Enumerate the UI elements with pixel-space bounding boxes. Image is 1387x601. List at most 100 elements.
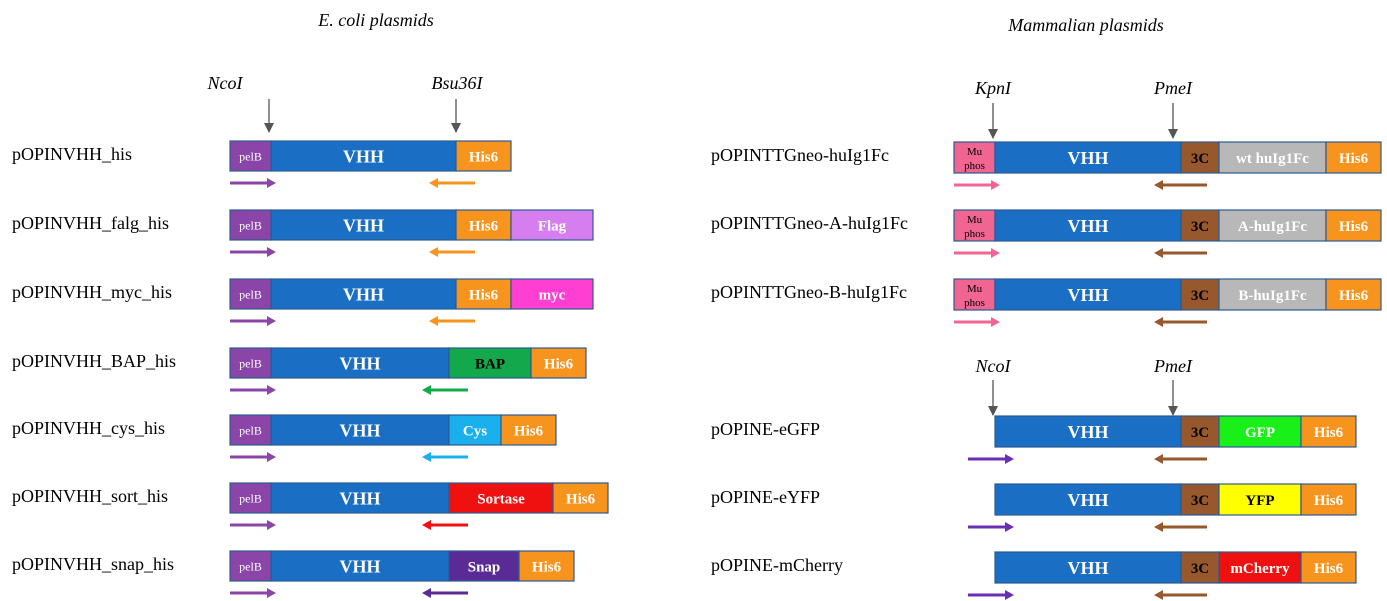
segment-vhh (994, 209, 1182, 242)
segment-label-vhh: VHH (1067, 490, 1108, 510)
segment-label-myc: myc (539, 287, 566, 303)
heading-ecoli: E. coli plasmids (317, 10, 434, 30)
segment-label-vhh: VHH (339, 488, 380, 508)
segment-his6 (530, 347, 587, 379)
segment-myc (510, 278, 594, 310)
left-construct-popinvhh-myc-his: pOPINVHH_myc_his pelB VHH His6 myc (12, 278, 594, 326)
right-construct-name: pOPINE-mCherry (711, 555, 843, 575)
right-construct-popinttgneo-huig1fc: pOPINTTGneo-huIg1Fc Mu phos VHH 3C wt huIg1Fc… (711, 141, 1382, 190)
segment-his6 (1300, 483, 1357, 516)
primer-reverse-sortase-arrow (422, 520, 468, 530)
segment-vhh (270, 347, 450, 379)
segment-label-pelb: pelB (239, 218, 262, 232)
primer-reverse-snap-arrow (422, 588, 468, 598)
left-construct-name: pOPINVHH_BAP_his (12, 351, 176, 371)
segment-mu-phos (953, 278, 996, 311)
site-label-bsu36i: Bsu36I (432, 73, 484, 93)
primer-reverse-3c-arrow (1154, 454, 1207, 464)
left-construct-name: pOPINVHH_his (12, 144, 132, 164)
segment-vhh (270, 482, 450, 514)
primer-forward-mu-phos-arrow (954, 248, 1000, 258)
primer-forward-pelb-arrow (230, 178, 276, 188)
primer-reverse-bap-arrow (422, 385, 468, 395)
right-construct-popinttgneo-b-huig1fc: pOPINTTGneo-B-huIg1Fc Mu phos VHH 3C B-huIg1F… (711, 278, 1382, 327)
segment-label-mu-phos-line: Mu (967, 283, 983, 295)
segment-label-his6: His6 (1314, 561, 1344, 577)
segment-label-his6: His6 (566, 491, 596, 507)
segment-label-wt-huig1fc: wt huIg1Fc (1236, 151, 1309, 167)
segment-his6 (1325, 141, 1382, 174)
segment-mcherry (1218, 551, 1302, 584)
primer-forward-pelb-arrow (230, 316, 276, 326)
right-construct-name: pOPINTTGneo-B-huIg1Fc (711, 282, 907, 302)
left-construct-popinvhh-snap-his: pOPINVHH_snap_his pelB VHH Snap His6 (12, 550, 575, 598)
left-construct-name: pOPINVHH_cys_his (12, 418, 165, 438)
constructs-layer: pOPINVHH_his pelB VHH His6pOPINVHH_falg_his… (12, 140, 1382, 600)
segment-label-sortase: Sortase (477, 491, 525, 507)
right-construct-popine-egfp: pOPINE-eGFP VHH 3C GFP His6 (711, 415, 1357, 464)
segment-label-pelb: pelB (239, 491, 262, 505)
left-construct-name: pOPINVHH_myc_his (12, 282, 172, 302)
segment-label-his6: His6 (1339, 288, 1369, 304)
segment-label-his6: His6 (469, 218, 499, 234)
primer-forward-pelb-arrow (230, 385, 276, 395)
primer-forward-mu-phos-arrow (954, 180, 1000, 190)
site-label-ncoi-left: NcoI (207, 73, 244, 93)
primer-reverse-3c-arrow (1154, 590, 1207, 600)
segment-label-cys: Cys (463, 423, 487, 439)
segment-label-vhh: VHH (1067, 558, 1108, 578)
site-arrowhead-pmei-bottom (1168, 406, 1178, 416)
segment-label-yfp: YFP (1245, 493, 1274, 509)
right-construct-popine-mcherry: pOPINE-mCherry VHH 3C mCherry His6 (711, 551, 1357, 600)
segment-label-his6: His6 (514, 423, 544, 439)
primer-reverse-his6-arrow (429, 247, 475, 257)
site-arrowhead-kpni (988, 129, 998, 139)
segment-label-his6: His6 (469, 149, 499, 165)
segment-3c (1180, 551, 1220, 584)
segment-his6 (1325, 278, 1382, 311)
segment-his6 (552, 482, 609, 514)
primer-forward-vhh-arrow (968, 454, 1014, 464)
segment-label-vhh: VHH (1067, 216, 1108, 236)
site-arrowhead-pmei-top (1168, 129, 1178, 139)
primer-forward-vhh-arrow (968, 522, 1014, 532)
restriction-site-arrows (264, 99, 1178, 416)
segment-sortase (448, 482, 554, 514)
segment-label-3c: 3C (1191, 425, 1209, 441)
primer-reverse-3c-arrow (1154, 317, 1207, 327)
segment-pelb (229, 140, 272, 172)
left-construct-popinvhh-bap-his: pOPINVHH_BAP_his pelB VHH BAP His6 (12, 347, 587, 395)
primer-reverse-3c-arrow (1154, 522, 1207, 532)
segment-pelb (229, 550, 272, 582)
primer-reverse-his6-arrow (429, 316, 475, 326)
segment-label-vhh: VHH (339, 420, 380, 440)
primer-reverse-cys-arrow (422, 452, 468, 462)
segment-his6 (1300, 415, 1357, 448)
segment-wt-huig1fc (1218, 141, 1327, 174)
left-construct-name: pOPINVHH_sort_his (12, 486, 168, 506)
segment-label-3c: 3C (1191, 219, 1209, 235)
primer-forward-mu-phos-arrow (954, 317, 1000, 327)
site-label-ncoi-right: NcoI (975, 356, 1012, 376)
segment-his6 (1325, 209, 1382, 242)
segment-vhh (994, 415, 1182, 448)
left-construct-popinvhh-his: pOPINVHH_his pelB VHH His6 (12, 140, 512, 188)
segment-label-vhh: VHH (339, 556, 380, 576)
site-arrowhead-ncoi-left (264, 123, 274, 133)
right-construct-name: pOPINTTGneo-huIg1Fc (711, 145, 889, 165)
segment-label-mu-phos-line: phos (964, 297, 985, 309)
segment-label-his6: His6 (1339, 151, 1369, 167)
segment-vhh (994, 483, 1182, 516)
segment-label-mu-phos-line: phos (964, 228, 985, 240)
segment-pelb (229, 482, 272, 514)
left-construct-popinvhh-sort-his: pOPINVHH_sort_his pelB VHH Sortase His6 (12, 482, 609, 530)
segment-pelb (229, 347, 272, 379)
primer-reverse-his6-arrow (429, 178, 475, 188)
segment-label-pelb: pelB (239, 356, 262, 370)
right-construct-popine-eyfp: pOPINE-eYFP VHH 3C YFP His6 (711, 483, 1357, 532)
segment-label-3c: 3C (1191, 151, 1209, 167)
segment-label-mu-phos-line: Mu (967, 146, 983, 158)
segment-vhh (994, 551, 1182, 584)
primer-reverse-3c-arrow (1154, 180, 1207, 190)
